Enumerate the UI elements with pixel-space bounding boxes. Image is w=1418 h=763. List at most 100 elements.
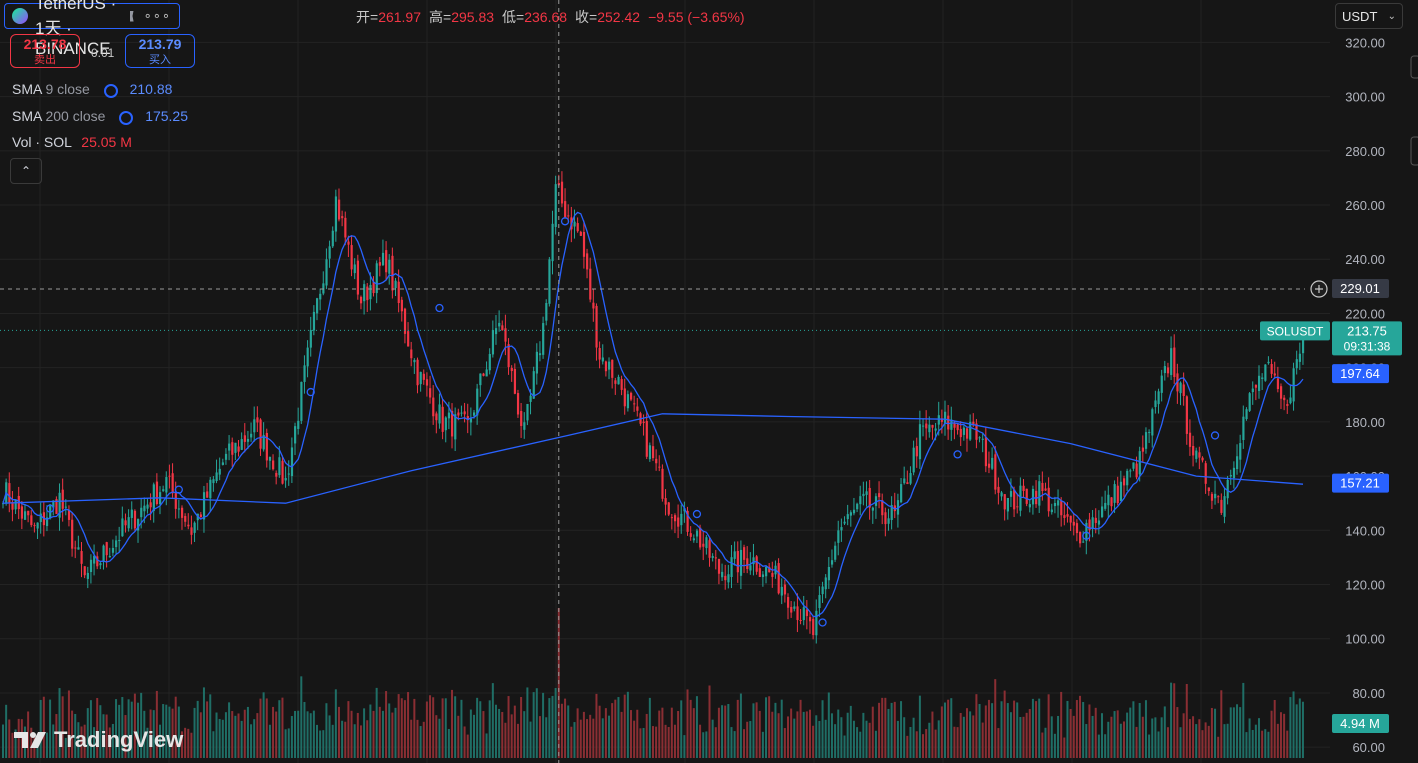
indicator-sma9[interactable]: SMA 9 close 210.88 <box>12 81 172 98</box>
candle-body <box>1088 519 1091 531</box>
candle-body <box>49 504 52 519</box>
volume-bar <box>1085 724 1088 758</box>
volume-bar <box>425 701 428 758</box>
volume-bar <box>1019 717 1022 758</box>
candle-body <box>74 547 77 549</box>
volume-bar <box>783 728 786 758</box>
candle-body <box>787 597 790 608</box>
candle-body <box>655 458 658 464</box>
volume-bar <box>407 692 410 758</box>
symbol-selector[interactable]: SOL / TetherUS · 1天 · BINANCE ∘∘∘ <box>4 0 180 58</box>
candle-body <box>928 424 931 433</box>
volume-bar <box>931 711 934 758</box>
indicator-sma200[interactable]: SMA 200 close 175.25 <box>12 108 188 125</box>
more-options-icon[interactable]: ∘∘∘ <box>143 8 171 23</box>
candle-body <box>1154 400 1157 408</box>
candle-body <box>341 216 344 219</box>
candle-body <box>1000 492 1003 497</box>
candle-body <box>564 201 567 218</box>
price-tick-label: 220.00 <box>1345 306 1385 321</box>
volume-bar <box>206 701 209 758</box>
volume-bar <box>626 691 629 758</box>
volume-bar <box>827 692 830 758</box>
volume-bar <box>1091 715 1094 758</box>
candle-body <box>1057 500 1060 506</box>
volume-bar <box>1254 724 1257 758</box>
volume-bar <box>491 683 494 758</box>
volume-bar <box>347 701 350 758</box>
candle-body <box>454 414 457 440</box>
flag-icon[interactable] <box>129 10 134 22</box>
candle-body <box>796 606 799 620</box>
volume-bar <box>661 707 664 758</box>
volume-bar <box>253 719 256 758</box>
candle-body <box>582 231 586 257</box>
volume-bar <box>667 726 670 758</box>
candle-body <box>1101 506 1104 518</box>
volume-bar <box>1009 712 1012 758</box>
volume-bar <box>1141 716 1144 758</box>
volume-bar <box>209 694 212 758</box>
volume-bar <box>513 705 516 758</box>
candle-body <box>1229 475 1232 477</box>
sma9-badge-bg <box>1332 364 1389 384</box>
candle-body <box>350 245 353 270</box>
candle-body <box>1239 443 1242 460</box>
volume-bar <box>834 724 837 758</box>
signal-marker <box>174 485 183 494</box>
candle-body <box>510 367 513 372</box>
volume-bar <box>846 712 849 758</box>
signal-marker <box>692 509 702 519</box>
volume-bar <box>520 696 523 758</box>
candle-body <box>416 359 419 386</box>
candle-body <box>451 411 454 437</box>
candle-body <box>337 199 341 220</box>
tradingview-logo[interactable]: TradingView <box>14 727 183 753</box>
volume-bar <box>918 695 921 758</box>
candle-body <box>447 412 451 419</box>
volume-bar <box>1258 718 1260 758</box>
sell-button[interactable]: 213.78 卖出 <box>10 34 80 68</box>
candle-body <box>1079 531 1082 544</box>
candle-body <box>768 566 771 573</box>
volume-bar <box>1195 724 1198 758</box>
candle-body <box>1050 509 1053 513</box>
candle-body <box>14 499 17 510</box>
collapse-legend-button[interactable]: ⌃ <box>10 158 42 184</box>
volume-bar <box>887 708 890 758</box>
currency-selector[interactable]: USDT ⌄ <box>1335 3 1403 29</box>
candle-body <box>821 586 824 595</box>
candle-body <box>102 545 105 562</box>
candle-body <box>1201 457 1204 461</box>
candle-body <box>1141 447 1145 452</box>
candle-body <box>903 478 906 484</box>
candle-body <box>931 424 934 428</box>
volume-bar <box>636 709 639 758</box>
candle-body <box>1195 450 1198 459</box>
candle-body <box>168 475 171 477</box>
volume-bar <box>118 704 121 758</box>
candle-body <box>1069 515 1072 523</box>
candle-body <box>55 499 58 514</box>
volume-bar <box>140 692 143 758</box>
volume-bar <box>8 719 11 758</box>
indicator-volume[interactable]: Vol · SOL 25.05 M <box>12 134 132 150</box>
volume-bar <box>89 700 92 758</box>
volume-bar <box>752 703 755 758</box>
candle-body <box>529 395 532 402</box>
volume-bar <box>93 727 96 758</box>
volume-bar <box>451 689 454 758</box>
volume-bar <box>306 711 309 758</box>
volume-bar <box>1044 727 1047 758</box>
volume-bar <box>457 715 460 758</box>
buy-button[interactable]: 213.79 买入 <box>125 34 195 68</box>
price-tick-label: 280.00 <box>1345 144 1385 159</box>
volume-bar <box>1041 732 1044 758</box>
volume-bar <box>397 694 400 758</box>
volume-bar <box>297 710 300 758</box>
candle-body <box>608 361 611 370</box>
volume-bar <box>937 720 940 758</box>
volume-bar <box>1301 701 1304 758</box>
candle-body <box>771 572 774 577</box>
